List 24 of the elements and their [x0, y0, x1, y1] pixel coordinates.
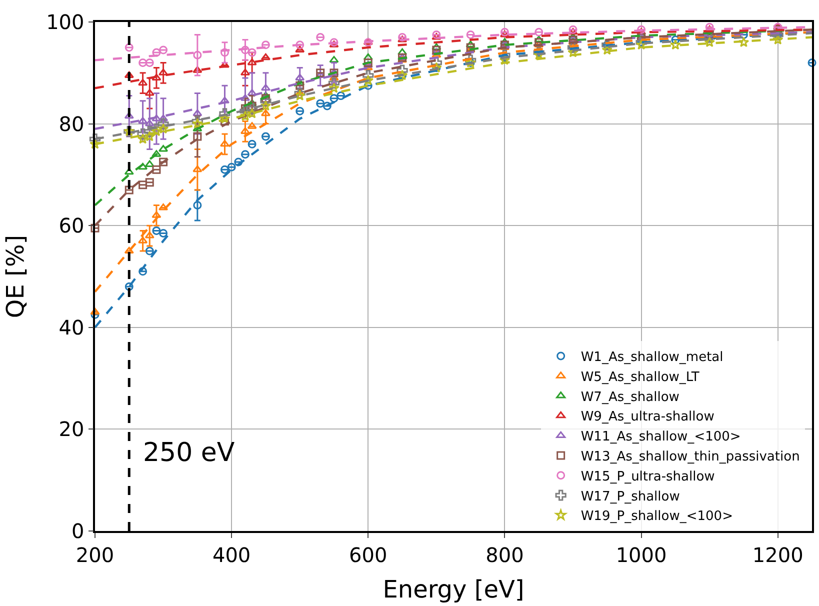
y-axis-title: QE [%] [2, 234, 30, 318]
legend-label: W19_P_shallow_<100> [580, 509, 733, 524]
legend-label: W17_P_shallow [580, 489, 680, 504]
legend-label: W15_P_ultra-shallow [580, 469, 716, 484]
legend-label: W11_As_shallow_<100> [580, 430, 741, 445]
x-tick-label: 600 [349, 542, 388, 567]
x-tick-label: 800 [486, 542, 524, 567]
y-tick-label: 100 [46, 10, 84, 34]
legend-label: W9_As_ultra-shallow [580, 410, 715, 425]
ref-line-label: 250 eV [143, 438, 235, 468]
legend-label: W13_As_shallow_thin_passivation [580, 450, 800, 465]
x-tick-label: 200 [76, 542, 114, 567]
y-tick-label: 40 [58, 315, 84, 340]
legend-label: W7_As_shallow [580, 390, 680, 405]
x-tick-label: 1000 [616, 542, 667, 567]
y-tick-label: 60 [58, 214, 84, 238]
legend-label: W5_As_shallow_LT [580, 370, 700, 385]
y-tick-label: 0 [72, 519, 84, 543]
y-tick-label: 80 [58, 112, 84, 136]
x-tick-label: 1200 [752, 542, 804, 567]
y-tick-label: 20 [58, 417, 84, 442]
legend-label: W1_As_shallow_metal [580, 350, 724, 366]
x-tick-label: 400 [212, 542, 251, 567]
x-axis-title: Energy [eV] [382, 576, 524, 604]
